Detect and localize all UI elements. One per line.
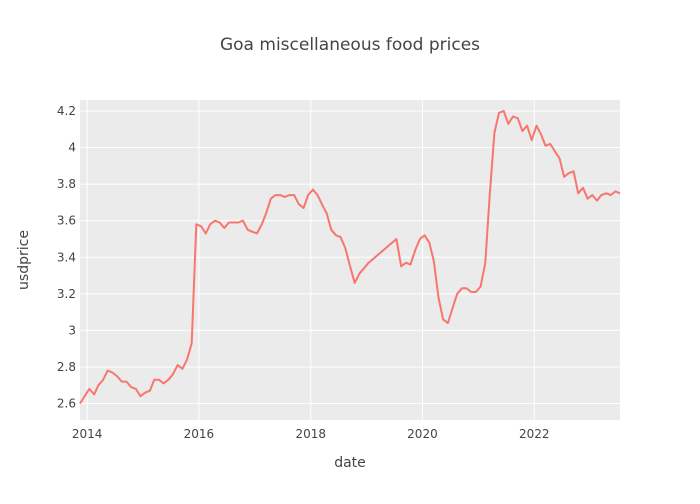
x-tick-label: 2016 bbox=[184, 427, 215, 441]
x-tick-label: 2014 bbox=[72, 427, 103, 441]
y-tick-label: 2.8 bbox=[57, 360, 76, 374]
x-tick-label: 2020 bbox=[407, 427, 438, 441]
y-axis-ticks: 2.6 2.8 3 3.2 3.4 3.6 3.8 4 4.2 bbox=[57, 104, 76, 411]
x-tick-label: 2022 bbox=[519, 427, 550, 441]
x-axis-label: date bbox=[334, 455, 366, 471]
series-line-0 bbox=[79, 110, 621, 405]
y-tick-label: 2.6 bbox=[57, 397, 76, 411]
y-tick-label: 4.2 bbox=[57, 104, 76, 118]
gridlines bbox=[80, 100, 620, 420]
y-axis-label: usdprice bbox=[16, 230, 32, 290]
chart-title: Goa miscellaneous food prices bbox=[220, 35, 480, 55]
y-tick-label: 3 bbox=[68, 323, 76, 337]
y-tick-label: 3.6 bbox=[57, 214, 76, 228]
x-tick-label: 2018 bbox=[295, 427, 326, 441]
series-layer bbox=[79, 110, 621, 405]
y-tick-label: 3.8 bbox=[57, 177, 76, 191]
y-tick-label: 3.4 bbox=[57, 250, 76, 264]
y-tick-label: 4 bbox=[68, 141, 76, 155]
x-axis-ticks: 2014 2016 2018 2020 2022 bbox=[72, 427, 550, 441]
y-tick-label: 3.2 bbox=[57, 287, 76, 301]
